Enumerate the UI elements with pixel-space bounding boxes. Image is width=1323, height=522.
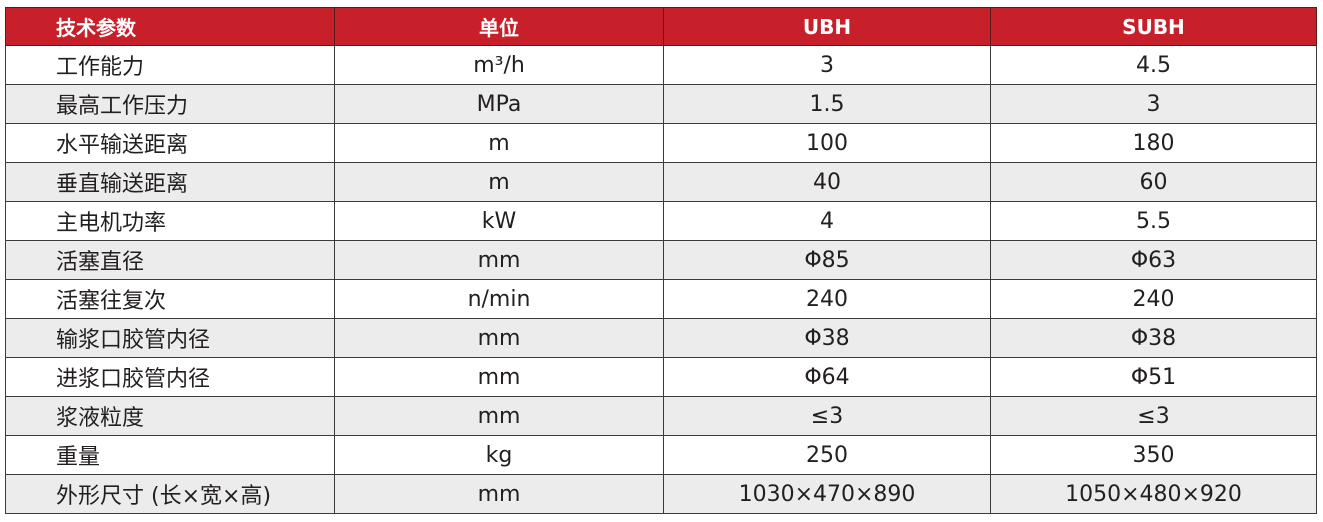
subh-value: ≤3: [990, 396, 1317, 436]
ubh-value: ≤3: [663, 396, 991, 436]
header-subh: SUBH: [990, 7, 1317, 46]
unit: mm: [334, 474, 664, 514]
unit: mm: [334, 318, 664, 358]
param-name: 垂直输送距离: [5, 162, 335, 202]
param-name: 浆液粒度: [5, 396, 335, 436]
table-row: 输浆口胶管内径 mm Φ38 Φ38: [5, 318, 1317, 358]
subh-value: 1050×480×920: [990, 474, 1317, 514]
ubh-value: 250: [663, 435, 991, 475]
header-row: 技术参数 单位 UBH SUBH: [5, 7, 1317, 46]
table-row: 重量 kg 250 350: [5, 435, 1317, 475]
subh-value: 240: [990, 279, 1317, 319]
subh-value: 4.5: [990, 45, 1317, 85]
table-row: 主电机功率 kW 4 5.5: [5, 201, 1317, 241]
table-row: 活塞直径 mm Φ85 Φ63: [5, 240, 1317, 280]
param-name: 工作能力: [5, 45, 335, 85]
param-name: 主电机功率: [5, 201, 335, 241]
ubh-value: 4: [663, 201, 991, 241]
ubh-value: Φ38: [663, 318, 991, 358]
param-name: 进浆口胶管内径: [5, 357, 335, 397]
unit: mm: [334, 357, 664, 397]
unit: mm: [334, 240, 664, 280]
ubh-value: 100: [663, 123, 991, 163]
table-row: 工作能力 m³/h 3 4.5: [5, 45, 1317, 85]
subh-value: Φ38: [990, 318, 1317, 358]
table-row: 外形尺寸 (长×宽×高) mm 1030×470×890 1050×480×920: [5, 474, 1317, 514]
param-name: 最高工作压力: [5, 84, 335, 124]
spec-table: 技术参数 单位 UBH SUBH 工作能力 m³/h 3 4.5 最高工作压力 MPa 1.…: [5, 7, 1317, 514]
param-name: 重量: [5, 435, 335, 475]
unit: m: [334, 123, 664, 163]
ubh-value: 40: [663, 162, 991, 202]
header-param: 技术参数: [5, 7, 335, 46]
header-unit: 单位: [334, 7, 664, 46]
unit: m³/h: [334, 45, 664, 85]
ubh-value: 1030×470×890: [663, 474, 991, 514]
subh-value: Φ63: [990, 240, 1317, 280]
ubh-value: 240: [663, 279, 991, 319]
param-name: 活塞往复次: [5, 279, 335, 319]
table-row: 活塞往复次 n/min 240 240: [5, 279, 1317, 319]
ubh-value: 3: [663, 45, 991, 85]
unit: kg: [334, 435, 664, 475]
header-ubh: UBH: [663, 7, 991, 46]
table-row: 浆液粒度 mm ≤3 ≤3: [5, 396, 1317, 436]
table-row: 最高工作压力 MPa 1.5 3: [5, 84, 1317, 124]
subh-value: 3: [990, 84, 1317, 124]
unit: m: [334, 162, 664, 202]
param-name: 活塞直径: [5, 240, 335, 280]
subh-value: 180: [990, 123, 1317, 163]
subh-value: Φ51: [990, 357, 1317, 397]
unit: mm: [334, 396, 664, 436]
param-name: 水平输送距离: [5, 123, 335, 163]
table-row: 水平输送距离 m 100 180: [5, 123, 1317, 163]
param-name: 输浆口胶管内径: [5, 318, 335, 358]
ubh-value: Φ64: [663, 357, 991, 397]
subh-value: 60: [990, 162, 1317, 202]
unit: MPa: [334, 84, 664, 124]
ubh-value: Φ85: [663, 240, 991, 280]
unit: n/min: [334, 279, 664, 319]
table-row: 进浆口胶管内径 mm Φ64 Φ51: [5, 357, 1317, 397]
subh-value: 350: [990, 435, 1317, 475]
table-row: 垂直输送距离 m 40 60: [5, 162, 1317, 202]
ubh-value: 1.5: [663, 84, 991, 124]
param-name: 外形尺寸 (长×宽×高): [5, 474, 335, 514]
unit: kW: [334, 201, 664, 241]
subh-value: 5.5: [990, 201, 1317, 241]
